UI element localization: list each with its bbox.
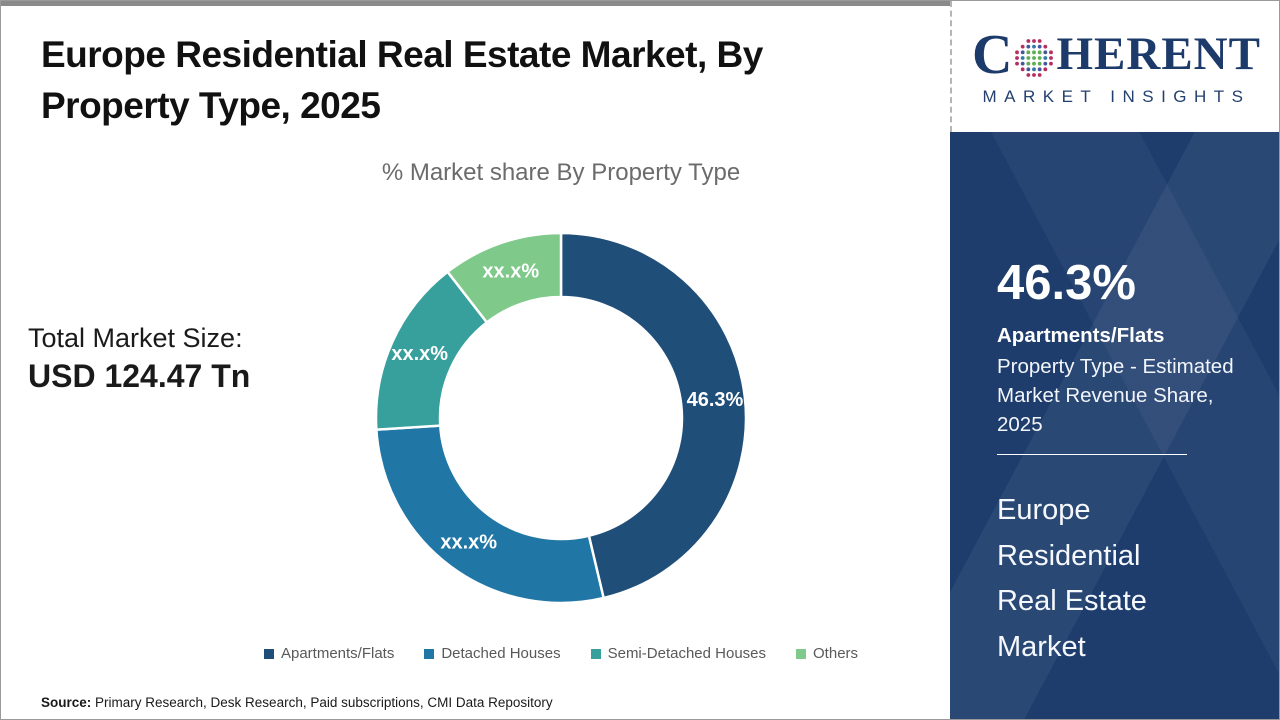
brand-logo-wordmark: C HERENT: [972, 27, 1261, 83]
legend-item-semi-detached-houses: Semi-Detached Houses: [590, 645, 767, 662]
brand-logo-letters: HERENT: [1056, 28, 1261, 80]
total-market-size-value: USD 124.47 Tn: [28, 358, 251, 394]
total-market-size: Total Market Size: USD 124.47 Tn: [28, 323, 250, 395]
page-title-line1: Europe Residential Real Estate Market, B…: [41, 34, 763, 75]
brand-logo-tagline: MARKET INSIGHTS: [982, 86, 1251, 106]
sidebar-stat-value: 46.3%: [997, 256, 1136, 310]
globe-dots-icon: [1015, 38, 1054, 77]
legend-label: Others: [813, 645, 859, 662]
donut-chart-svg: 46.3% xx.x% xx.x% xx.x%: [374, 231, 748, 605]
source-label: Source:: [41, 695, 92, 710]
legend-label: Apartments/Flats: [280, 645, 395, 662]
slice-label: xx.x%: [482, 260, 539, 282]
brand-logo: C HERENT MARKET INSIGHTS: [950, 1, 1279, 132]
market-name-line: Real Estate: [997, 585, 1147, 617]
legend-label: Detached Houses: [441, 645, 561, 662]
donut-chart: 46.3% xx.x% xx.x% xx.x%: [361, 218, 761, 618]
legend-swatch-icon: [796, 648, 807, 659]
sidebar-market-name: Europe Residential Real Estate Market: [997, 488, 1147, 670]
highlight-sidebar: 46.3% Apartments/Flats Property Type - E…: [950, 132, 1279, 719]
source-note: Source: Primary Research, Desk Research,…: [41, 695, 553, 710]
legend-swatch-icon: [263, 648, 274, 659]
page-title: Europe Residential Real Estate Market, B…: [41, 29, 921, 131]
sidebar-stat-description: Property Type - Estimated Market Revenue…: [997, 355, 1234, 436]
slice-label: xx.x%: [440, 532, 497, 554]
top-edge-bar: [1, 1, 1279, 6]
brand-logo-letter-c: C: [972, 23, 1013, 86]
legend-swatch-icon: [590, 648, 601, 659]
sidebar-divider: [997, 454, 1187, 455]
market-name-line: Market: [997, 630, 1086, 663]
market-name-line: Europe: [997, 494, 1091, 526]
donut-slice-apartments-flats: [559, 231, 748, 600]
legend-label: Semi-Detached Houses: [607, 645, 767, 662]
legend-swatch-icon: [424, 648, 435, 659]
total-market-size-label: Total Market Size:: [28, 323, 243, 353]
page-title-line2: Property Type, 2025: [41, 85, 381, 126]
slice-label: 46.3%: [687, 389, 744, 411]
slice-label: xx.x%: [391, 343, 448, 365]
chart-legend: Apartments/Flats Detached Houses Semi-Deta…: [1, 645, 1121, 662]
donut-slice-others: [445, 231, 563, 325]
sidebar-stat-label: Apartments/Flats: [997, 324, 1165, 347]
legend-item-detached-houses: Detached Houses: [424, 645, 561, 662]
market-name-line: Residential: [997, 539, 1141, 572]
legend-item-others: Others: [796, 645, 858, 662]
chart-title: % Market share By Property Type: [381, 159, 741, 186]
donut-slice-detached-houses: [375, 424, 606, 605]
source-text: Primary Research, Desk Research, Paid su…: [91, 695, 553, 710]
legend-item-apartments-flats: Apartments/Flats: [263, 645, 395, 662]
